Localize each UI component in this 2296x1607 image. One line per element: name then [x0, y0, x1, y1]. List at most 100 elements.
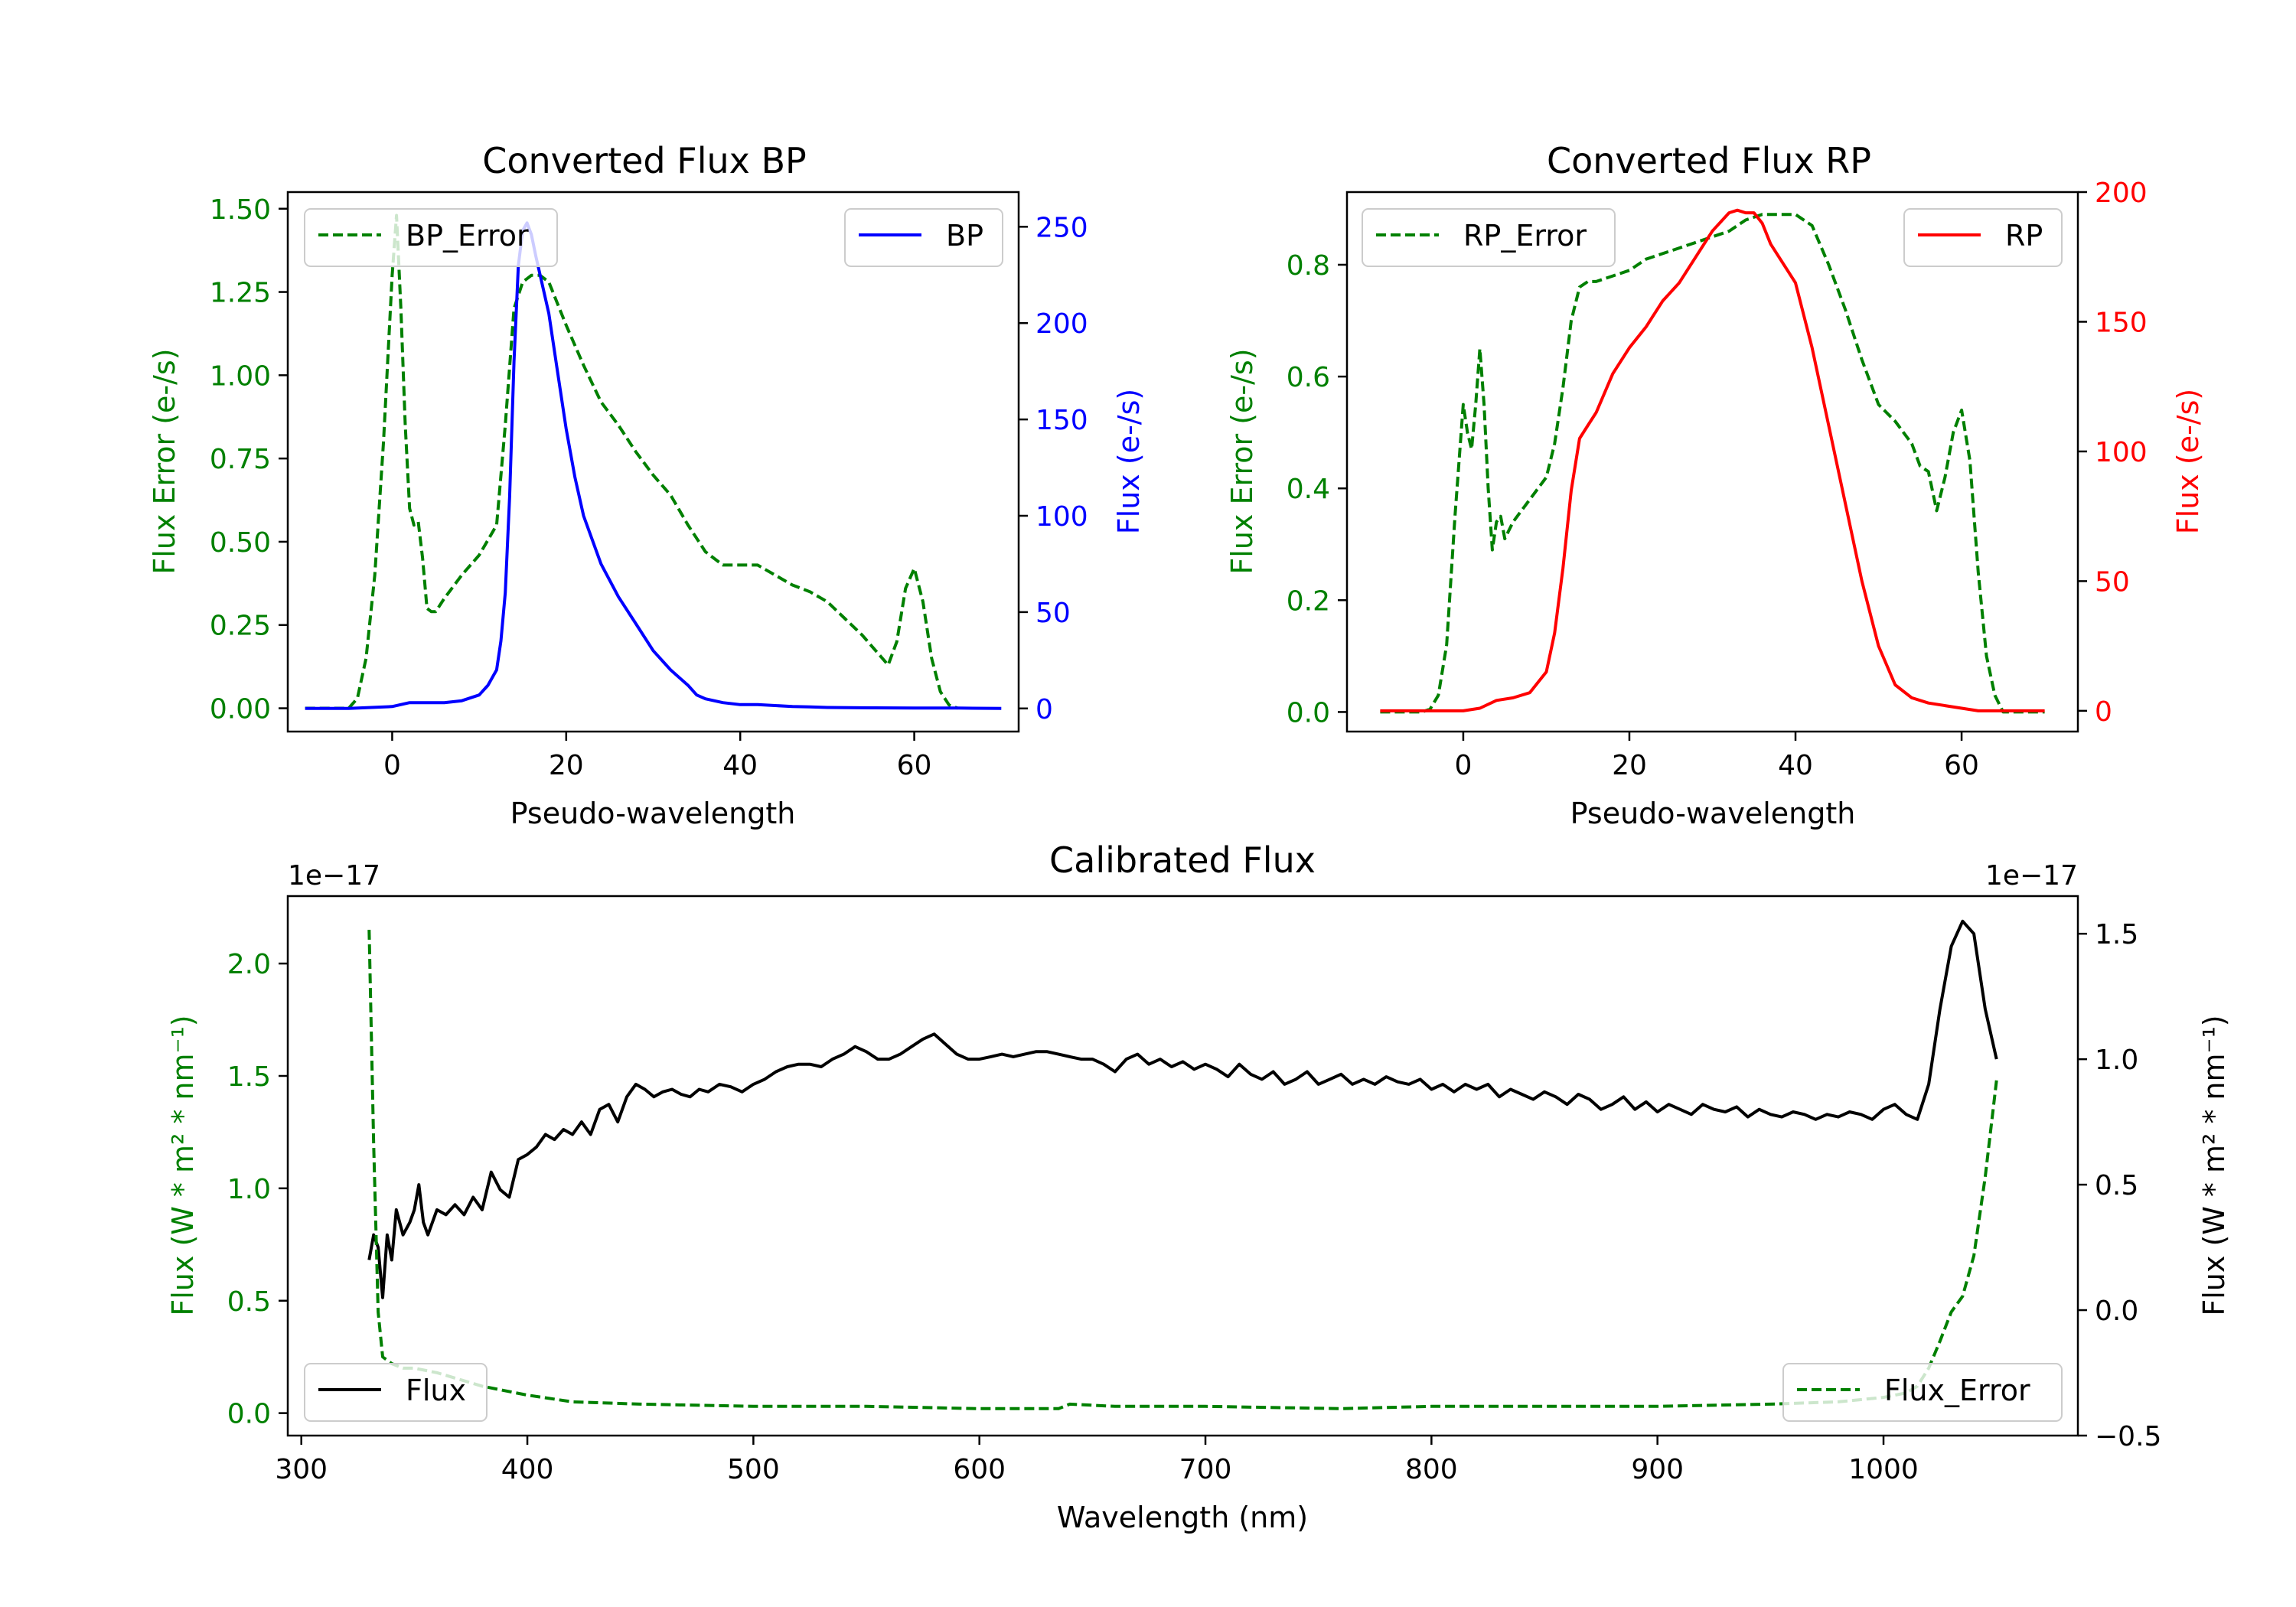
- cal-legend-left-box: [304, 1363, 488, 1422]
- rp-y-right-tick-label: 100: [2095, 437, 2148, 468]
- cal-y-right-axis-label: Flux (W * m² * nm⁻¹): [2197, 1015, 2231, 1315]
- bp-x-tick-label: 60: [897, 750, 932, 781]
- rp-y-right-tick-label: 200: [2095, 178, 2148, 209]
- rp-y-left-axis-label: Flux Error (e-/s): [1225, 348, 1259, 574]
- bp-y-right-tick-label: 200: [1035, 308, 1088, 340]
- cal-left-offset-text: 1e−17: [288, 860, 380, 892]
- calibrated-x-tick-label: 1000: [1848, 1454, 1919, 1485]
- bp-y-left-tick-label: 0.50: [210, 527, 271, 559]
- calibrated-x-tick-label: 900: [1631, 1454, 1684, 1485]
- panel-calibrated-flux: Calibrated Flux 1e−17 1e−17 300 400 500 600…: [166, 839, 2231, 1534]
- cal-x-ticks: 300 400 500 600 700 800 900 1000: [275, 1436, 1919, 1485]
- rp-legend-right: RP: [1903, 208, 2063, 267]
- calibrated-x-tick-label: 700: [1179, 1454, 1232, 1485]
- bp-x-tick-label: 20: [549, 750, 584, 781]
- calibrated-y-left-tick-label: 0.5: [227, 1286, 271, 1318]
- bp-y-left-tick-label: 0.75: [210, 444, 271, 475]
- bp-y-right-tick-label: 50: [1035, 598, 1071, 629]
- cal-legend-right-box: [1782, 1363, 2063, 1422]
- calibrated-y-right-tick-label: −0.5: [2095, 1421, 2161, 1452]
- bp-x-tick-label: 40: [722, 750, 758, 781]
- rp-legend-left-box: [1362, 208, 1616, 267]
- rp-title: Converted Flux RP: [1547, 140, 1871, 181]
- rp-x-tick-label: 60: [1944, 750, 1979, 781]
- cal-legend-right-label: Flux_Error: [1884, 1374, 2030, 1407]
- bp-legend-right-box: [844, 208, 1003, 267]
- calibrated-y-right-tick-label: 0.5: [2095, 1170, 2138, 1201]
- bp-y-left-tick-label: 1.00: [210, 360, 271, 392]
- rp-axes-frame: [1345, 191, 2079, 733]
- bp-y-right-tick-label: 150: [1035, 405, 1088, 436]
- cal-title: Calibrated Flux: [1049, 839, 1316, 881]
- calibrated-y-left-tick-label: 1.0: [227, 1174, 271, 1205]
- bp-x-ticks: 0 20 40 60: [383, 732, 932, 781]
- calibrated-y-left-tick-label: 0.0: [227, 1399, 271, 1430]
- cal-y-right-ticks: −0.5 0.0 0.5 1.0 1.5: [2078, 919, 2161, 1452]
- cal-legend-left: Flux: [304, 1363, 488, 1422]
- rp-series-rp-error: [1380, 213, 2045, 714]
- bp-y-left-ticks: 0.00 0.25 0.50 0.75 1.00 1.25 1.50: [210, 194, 288, 725]
- calibrated-y-left-tick-label: 1.5: [227, 1061, 271, 1093]
- bp-y-left-axis-label: Flux Error (e-/s): [148, 348, 181, 574]
- calibrated-y-right-tick-label: 1.5: [2095, 919, 2138, 950]
- bp-y-right-tick-label: 100: [1035, 501, 1088, 533]
- bp-y-left-tick-label: 1.25: [210, 278, 271, 309]
- calibrated-y-right-tick-label: 0.0: [2095, 1296, 2138, 1327]
- rp-x-ticks: 0 20 40 60: [1454, 732, 1979, 781]
- cal-y-left-ticks: 0.0 0.5 1.0 1.5 2.0: [227, 949, 288, 1430]
- calibrated-x-tick-label: 600: [953, 1454, 1006, 1485]
- calibrated-x-tick-label: 800: [1405, 1454, 1458, 1485]
- bp-series-bp: [305, 221, 1002, 710]
- calibrated-x-tick-label: 500: [727, 1454, 780, 1485]
- rp-y-left-tick-label: 0.6: [1287, 362, 1330, 393]
- rp-y-right-tick-label: 0: [2095, 696, 2112, 728]
- bp-x-axis-label: Pseudo-wavelength: [510, 797, 796, 830]
- panel-converted-flux-bp: Converted Flux BP 0 20 40 60 0.000.250.500.…: [148, 140, 1146, 830]
- rp-legend-right-label: RP: [2005, 219, 2043, 253]
- bp-y-right-axis-label: Flux (e-/s): [1112, 389, 1146, 534]
- rp-legend-right-box: [1903, 208, 2063, 267]
- calibrated-x-tick-label: 300: [275, 1454, 328, 1485]
- bp-series-layer: [305, 214, 1002, 710]
- cal-legend-left-label: Flux: [406, 1374, 466, 1407]
- rp-y-left-tick-label: 0.4: [1287, 474, 1330, 505]
- rp-x-tick-label: 40: [1778, 750, 1813, 781]
- rp-y-left-tick-label: 0.2: [1287, 585, 1330, 617]
- rp-y-left-tick-label: 0.0: [1287, 697, 1330, 729]
- rp-series-layer: [1380, 208, 2045, 714]
- bp-legend-left-box: [304, 208, 558, 267]
- rp-y-right-tick-label: 50: [2095, 566, 2130, 598]
- rp-x-tick-label: 0: [1454, 750, 1472, 781]
- cal-y-left-axis-label: Flux (W * m² * nm⁻¹): [166, 1015, 200, 1315]
- rp-y-right-tick-label: 150: [2095, 307, 2148, 338]
- bp-y-left-tick-label: 0.25: [210, 611, 271, 642]
- rp-legend-left-label: RP_Error: [1463, 219, 1587, 253]
- rp-x-axis-label: Pseudo-wavelength: [1570, 797, 1856, 830]
- rp-x-tick-label: 20: [1612, 750, 1647, 781]
- calibrated-y-left-tick-label: 2.0: [227, 949, 271, 980]
- rp-y-right-axis-label: Flux (e-/s): [2171, 389, 2205, 534]
- rp-series-rp: [1380, 208, 2045, 712]
- bp-legend-right: BP: [844, 208, 1003, 267]
- panel-converted-flux-rp: Converted Flux RP 0 20 40 60 0.00.20.40.60.…: [1225, 140, 2205, 830]
- cal-legend-right: Flux_Error: [1782, 1363, 2063, 1422]
- bp-y-left-tick-label: 1.50: [210, 194, 271, 226]
- cal-axes-frame: [286, 895, 2079, 1437]
- bp-y-right-ticks: 0 50 100 150 200 250: [1019, 212, 1088, 725]
- cal-x-axis-label: Wavelength (nm): [1057, 1501, 1308, 1534]
- bp-axes-frame: [286, 191, 1020, 733]
- calibrated-y-right-tick-label: 1.0: [2095, 1045, 2138, 1076]
- calibrated-series-flux: [367, 919, 1998, 1299]
- rp-y-right-ticks: 0 50 100 150 200: [2078, 178, 2148, 728]
- cal-right-offset-text: 1e−17: [1985, 860, 2078, 892]
- calibrated-x-tick-label: 400: [501, 1454, 554, 1485]
- bp-legend-left: BP_Error: [304, 208, 558, 267]
- rp-y-left-tick-label: 0.8: [1287, 250, 1330, 282]
- bp-series-bp-error: [305, 214, 959, 710]
- rp-y-left-ticks: 0.0 0.2 0.4 0.6 0.8: [1287, 250, 1347, 729]
- bp-y-right-tick-label: 250: [1035, 212, 1088, 243]
- bp-legend-right-label: BP: [946, 219, 983, 253]
- bp-legend-left-label: BP_Error: [406, 219, 529, 253]
